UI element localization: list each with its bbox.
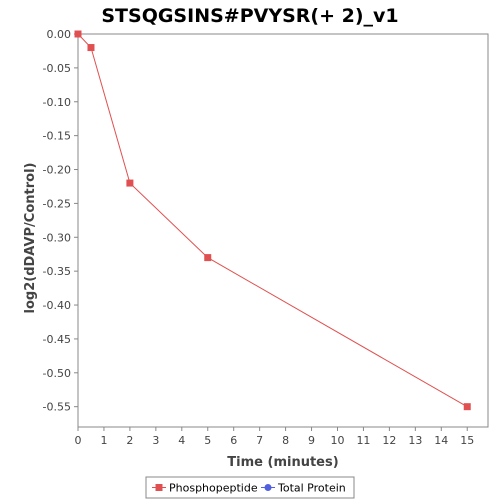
x-tick-label: 12 [382, 434, 396, 447]
legend-swatch-square [155, 484, 163, 491]
legend-item: Total Protein [261, 482, 346, 495]
legend-swatch-circle [264, 484, 272, 491]
data-point [463, 403, 471, 411]
y-tick-label: -0.25 [43, 197, 71, 210]
x-tick-label: 7 [256, 434, 263, 447]
legend: Phosphopeptide Total Protein [145, 476, 355, 499]
legend-label: Phosphopeptide [169, 482, 258, 495]
x-tick-label: 8 [282, 434, 289, 447]
data-point [74, 30, 82, 38]
x-tick-label: 5 [204, 434, 211, 447]
x-tick-label: 10 [330, 434, 344, 447]
data-point [204, 254, 212, 262]
x-tick-label: 13 [408, 434, 422, 447]
x-tick-label: 14 [434, 434, 448, 447]
legend-item: Phosphopeptide [152, 482, 258, 495]
x-tick-label: 4 [178, 434, 185, 447]
data-point [126, 179, 134, 187]
legend-label: Total Protein [277, 482, 346, 495]
x-tick-label: 1 [100, 434, 107, 447]
legend-box [145, 476, 355, 499]
x-tick-label: 11 [356, 434, 370, 447]
y-tick-label: -0.55 [43, 401, 71, 414]
y-tick-label: 0.00 [47, 28, 72, 41]
y-tick-label: -0.50 [43, 367, 71, 380]
x-tick-label: 15 [460, 434, 474, 447]
y-tick-label: -0.30 [43, 231, 71, 244]
data-point [87, 44, 95, 52]
x-tick-label: 3 [152, 434, 159, 447]
y-tick-label: -0.35 [43, 265, 71, 278]
x-tick-label: 9 [308, 434, 315, 447]
x-tick-label: 0 [75, 434, 82, 447]
plot-area: 0.00 -0.05 -0.10 -0.15 -0.20 -0.25 -0.30 -0.35 -… [43, 28, 489, 447]
y-tick-label: -0.45 [43, 333, 71, 346]
chart-title: STSQGSINS#PVYSR(+ 2)_v1 [101, 5, 398, 27]
y-axis-label: log2(dDAVP/Control) [23, 163, 38, 314]
y-tick-label: -0.40 [43, 299, 71, 312]
y-tick-label: -0.15 [43, 130, 71, 143]
y-tick-label: -0.20 [43, 164, 71, 177]
y-tick-label: -0.05 [43, 62, 71, 75]
plot-frame [77, 33, 489, 428]
x-tick-label: 2 [126, 434, 133, 447]
x-axis-label: Time (minutes) [227, 455, 338, 470]
y-tick-label: -0.10 [43, 96, 71, 109]
x-tick-label: 6 [230, 434, 237, 447]
